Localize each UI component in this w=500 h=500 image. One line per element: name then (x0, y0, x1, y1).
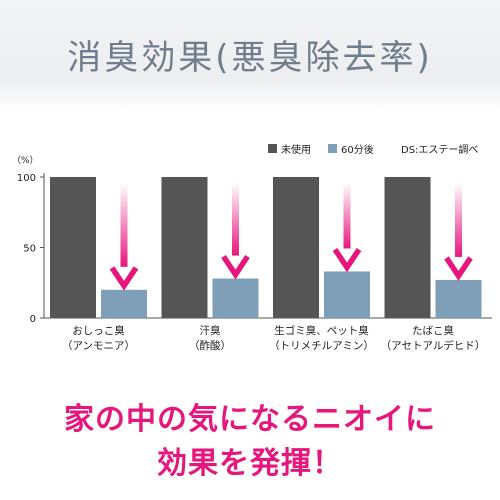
category-label-3-0: たばこ臭 (412, 324, 454, 337)
arrow-shaft-3 (455, 183, 462, 257)
category-label-3-1: （アセトアルデヒド） (381, 339, 486, 352)
arrow-shaft-1 (232, 183, 239, 256)
bar-60min-2 (324, 271, 370, 318)
y-tick-label-100: 100 (17, 173, 36, 184)
arrow-head-3 (444, 256, 473, 281)
tagline-line-2: 効果を発揮！ (157, 446, 343, 481)
legend-label-0: 未使用 (281, 143, 311, 156)
bar-unused-0 (50, 177, 96, 318)
legend-label-1: 60分後 (341, 143, 374, 156)
category-label-1-1: （酢酸） (189, 339, 231, 352)
category-label-2-0: 生ゴミ臭、ペット臭 (274, 324, 369, 337)
legend-note: DS:エステー調べ (401, 143, 478, 156)
category-label-1-0: 汗臭 (200, 324, 221, 337)
y-tick-label-0: 0 (30, 314, 36, 325)
header-band (0, 0, 500, 112)
arrow-head-1 (221, 254, 250, 280)
tagline-line-1: 家の中の気になるニオイに (64, 402, 436, 437)
arrow-head-0 (109, 266, 139, 291)
bar-unused-3 (384, 177, 431, 318)
y-tick-label-50: 50 (23, 244, 36, 255)
category-label-0-0: おしっこ臭 (72, 324, 125, 337)
bar-60min-0 (101, 289, 147, 318)
y-axis-unit-label: （%） (12, 155, 39, 166)
arrow-shaft-2 (343, 183, 351, 249)
legend-swatch-0 (268, 144, 277, 153)
bar-60min-3 (435, 279, 482, 318)
bar-chart: （%） 未使用 60分後 DS:エステー調べ 0 50 100 おしっこ臭 （アンモニア） 汗臭 （… (12, 143, 492, 352)
bar-60min-1 (212, 278, 259, 318)
arrow-shaft-0 (120, 183, 128, 267)
legend-swatch-1 (328, 144, 337, 153)
page-title: 消臭効果(悪臭除去率) (67, 38, 433, 78)
arrow-head-2 (332, 247, 362, 273)
bar-unused-2 (273, 177, 319, 318)
category-label-0-1: （アンモニア） (62, 340, 135, 352)
category-label-2-1: （トリメチルアミン） (269, 340, 374, 352)
bar-unused-1 (161, 177, 208, 318)
